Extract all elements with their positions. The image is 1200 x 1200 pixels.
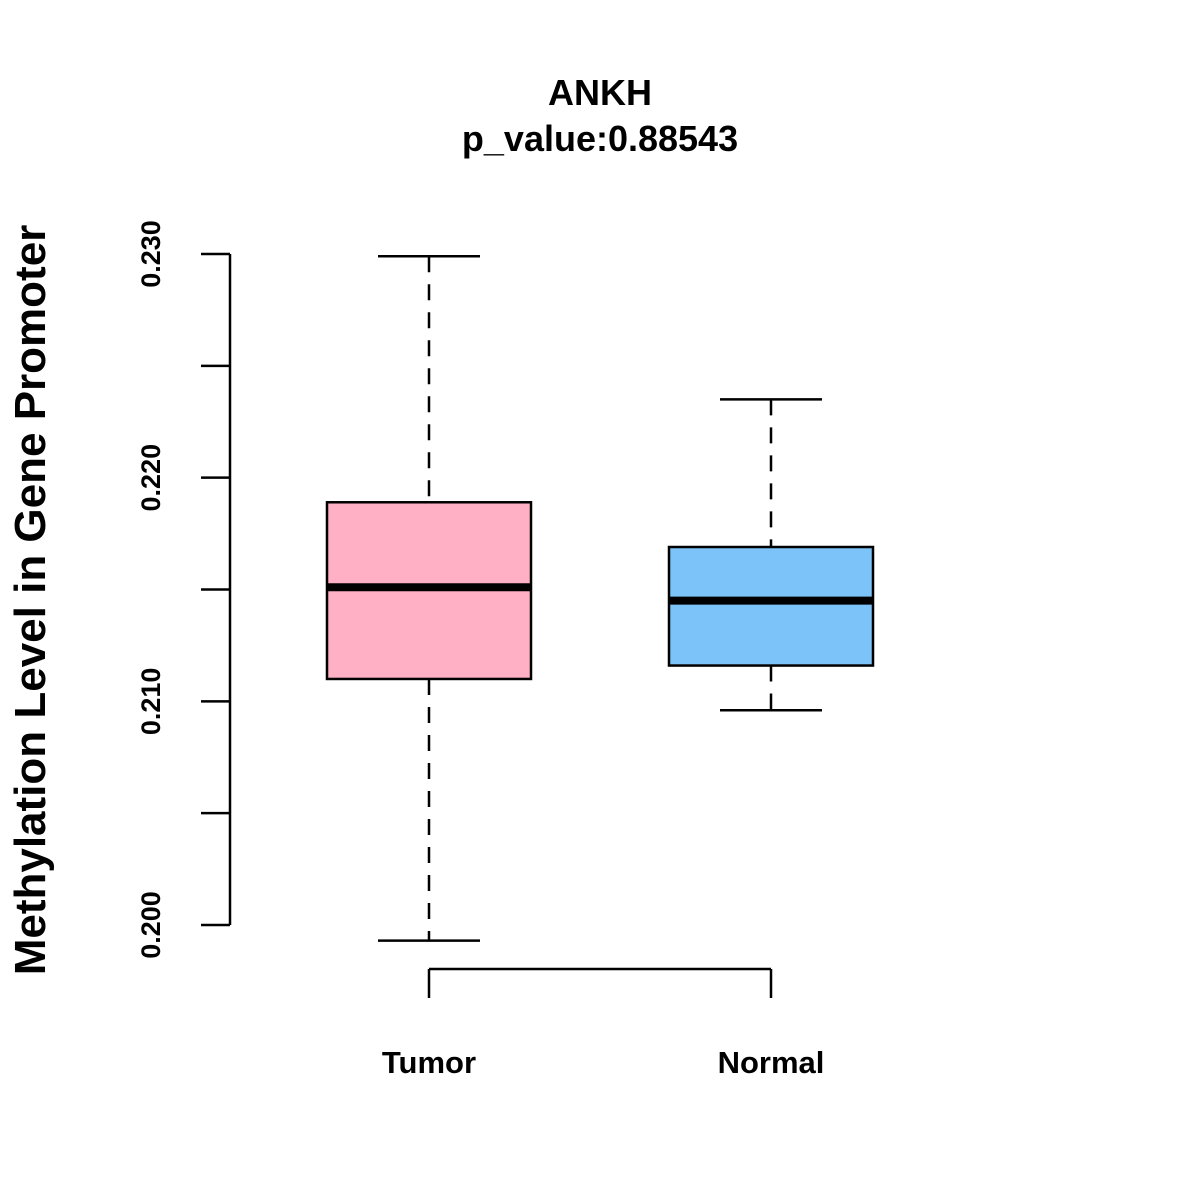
chart-subtitle: p_value:0.88543 — [461, 118, 739, 159]
y-tick-label: 0.230 — [136, 220, 166, 288]
y-tick-label: 0.220 — [136, 444, 166, 512]
chart-title: ANKH — [548, 72, 652, 113]
y-tick-label: 0.210 — [136, 668, 166, 736]
x-tick-label: Normal — [718, 1045, 825, 1080]
y-tick-label: 0.200 — [136, 891, 166, 959]
x-tick-label: Tumor — [382, 1045, 476, 1080]
box-normal — [667, 545, 875, 667]
